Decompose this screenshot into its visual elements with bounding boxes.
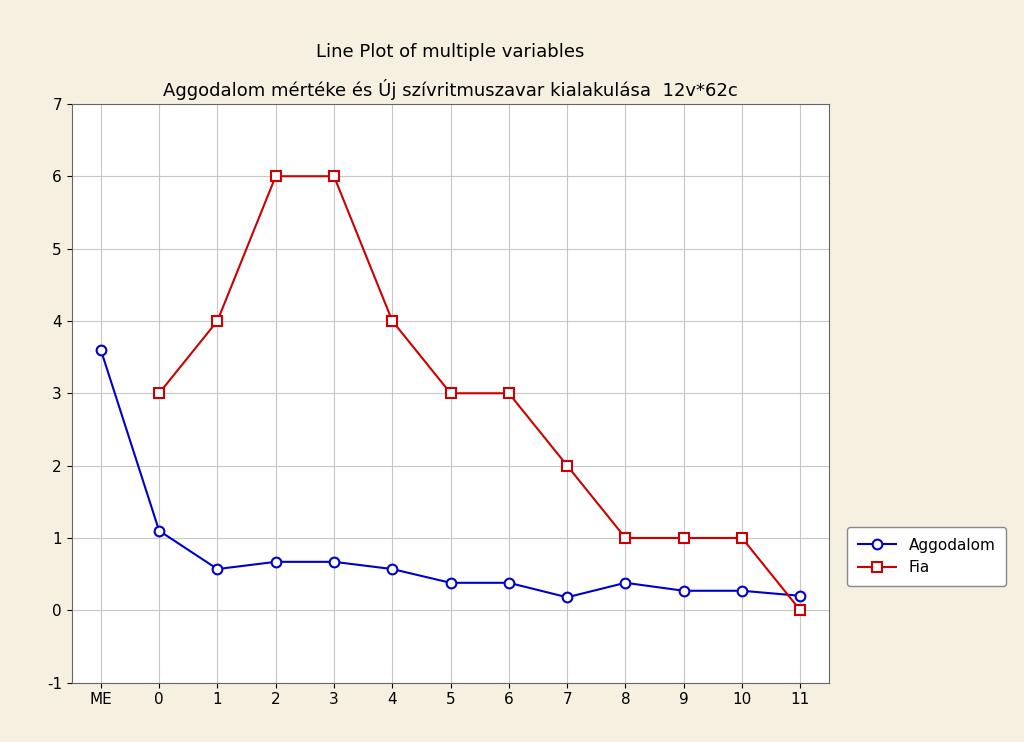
Fia [269, 172, 282, 181]
Fia [153, 389, 165, 398]
Aggodalom [211, 565, 223, 574]
Fia [620, 533, 632, 542]
Aggodalom [561, 593, 573, 602]
Fia [328, 172, 340, 181]
Fia [211, 316, 223, 325]
Aggodalom [795, 591, 807, 600]
Aggodalom [620, 578, 632, 587]
Line: Fia: Fia [155, 171, 805, 615]
Fia [561, 461, 573, 470]
Aggodalom [269, 557, 282, 566]
Aggodalom [386, 565, 398, 574]
Aggodalom [94, 346, 106, 355]
Fia [678, 533, 690, 542]
Legend: Aggodalom, Fia: Aggodalom, Fia [847, 527, 1006, 586]
Line: Aggodalom: Aggodalom [96, 345, 805, 603]
Text: Line Plot of multiple variables: Line Plot of multiple variables [316, 43, 585, 61]
Aggodalom [153, 526, 165, 535]
Aggodalom [328, 557, 340, 566]
Fia [736, 533, 749, 542]
Fia [386, 316, 398, 325]
Aggodalom [678, 586, 690, 595]
Fia [444, 389, 457, 398]
Aggodalom [736, 586, 749, 595]
Aggodalom [503, 578, 515, 587]
Aggodalom [444, 578, 457, 587]
Fia [795, 605, 807, 614]
Text: Aggodalom mértéke és Új szívritmuszavar kialakulása  12v*62c: Aggodalom mértéke és Új szívritmuszavar … [163, 79, 738, 99]
Fia [503, 389, 515, 398]
